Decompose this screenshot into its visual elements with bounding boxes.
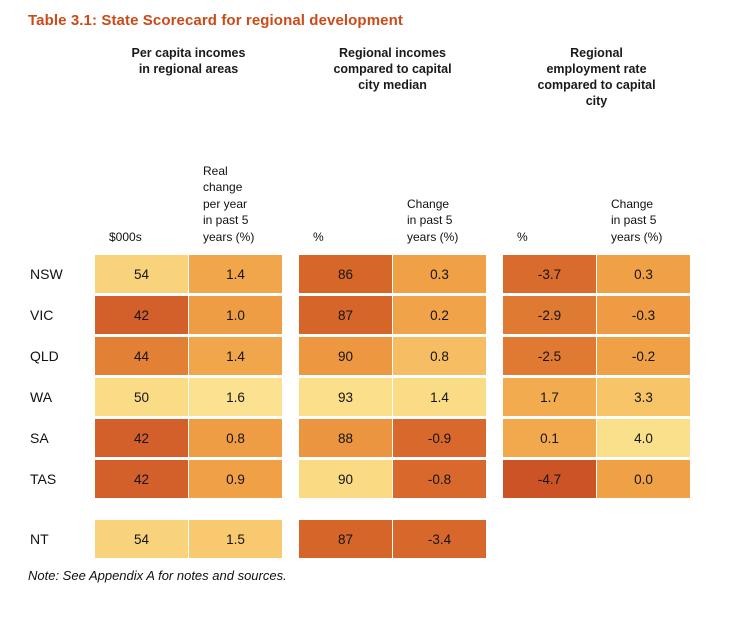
heatmap-cell: 88 — [299, 419, 392, 457]
heatmap-cell: 0.8 — [393, 337, 486, 375]
heatmap-cell: 50 — [95, 378, 188, 416]
row-label: QLD — [30, 348, 59, 364]
col-header-thousands: $000s — [109, 229, 142, 244]
sub-header-row: $000s Real change per year in past 5 yea… — [28, 149, 754, 245]
col-header-percent-employment: % — [517, 229, 528, 244]
heatmap-cell: 93 — [299, 378, 392, 416]
heatmap-cell: -0.9 — [393, 419, 486, 457]
group-header-regional-incomes: Regional incomes compared to capital cit… — [333, 46, 452, 92]
heatmap-cell: 1.5 — [189, 520, 282, 558]
table-row: QLD 44 1.4 90 0.8 -2.5 -0.2 — [28, 337, 754, 375]
table-row: SA 42 0.8 88 -0.9 0.1 4.0 — [28, 419, 754, 457]
heatmap-cell: 0.3 — [393, 255, 486, 293]
row-label: TAS — [30, 471, 57, 487]
heatmap-cell: -3.4 — [393, 520, 486, 558]
col-header-change-incomes: Change in past 5 years (%) — [407, 196, 459, 244]
table-row: NT 54 1.5 87 -3.4 — [28, 520, 754, 558]
heatmap-cell: -3.7 — [503, 255, 596, 293]
heatmap-cell: 1.4 — [393, 378, 486, 416]
heatmap-cell: 90 — [299, 460, 392, 498]
col-header-change-employment: Change in past 5 years (%) — [611, 196, 663, 244]
row-label: NT — [30, 531, 49, 547]
heatmap-cell: 0.3 — [597, 255, 690, 293]
row-label: SA — [30, 430, 49, 446]
heatmap-cell: 54 — [95, 520, 188, 558]
table-row: NSW 54 1.4 86 0.3 -3.7 0.3 — [28, 255, 754, 293]
table-body: NSW 54 1.4 86 0.3 -3.7 0.3 VIC 42 1.0 87 0.2 -2.9 -0.… — [28, 255, 754, 558]
heatmap-cell: 42 — [95, 460, 188, 498]
table-row: TAS 42 0.9 90 -0.8 -4.7 0.0 — [28, 460, 754, 498]
group-header-regional-employment: Regional employment rate compared to cap… — [537, 46, 656, 108]
table-title: Table 3.1: State Scorecard for regional … — [28, 12, 403, 29]
col-header-real-change: Real change per year in past 5 years (%) — [203, 163, 255, 244]
heatmap-cell: 0.2 — [393, 296, 486, 334]
table-row: VIC 42 1.0 87 0.2 -2.9 -0.3 — [28, 296, 754, 334]
heatmap-cell: 86 — [299, 255, 392, 293]
heatmap-cell: 0.8 — [189, 419, 282, 457]
table-note: Note: See Appendix A for notes and sourc… — [28, 568, 287, 583]
row-label: VIC — [30, 307, 54, 323]
heatmap-cell: 87 — [299, 296, 392, 334]
empty-cell — [597, 520, 690, 558]
heatmap-cell: -4.7 — [503, 460, 596, 498]
row-label: NSW — [30, 266, 63, 282]
heatmap-cell: 1.0 — [189, 296, 282, 334]
group-header-per-capita-incomes: Per capita incomes in regional areas — [131, 46, 246, 76]
empty-cell — [503, 520, 596, 558]
row-label: WA — [30, 389, 53, 405]
heatmap-cell: -0.3 — [597, 296, 690, 334]
heatmap-cell: 90 — [299, 337, 392, 375]
col-header-percent-incomes: % — [313, 229, 324, 244]
heatmap-cell: 0.9 — [189, 460, 282, 498]
heatmap-cell: -0.2 — [597, 337, 690, 375]
heatmap-cell: 54 — [95, 255, 188, 293]
group-header-row: Per capita incomes in regional areas Reg… — [28, 45, 754, 109]
heatmap-cell: 42 — [95, 419, 188, 457]
heatmap-cell: 1.4 — [189, 337, 282, 375]
heatmap-cell: 0.1 — [503, 419, 596, 457]
heatmap-cell: 1.4 — [189, 255, 282, 293]
heatmap-cell: 0.0 — [597, 460, 690, 498]
heatmap-cell: 1.7 — [503, 378, 596, 416]
heatmap-cell: 44 — [95, 337, 188, 375]
heatmap-cell: 4.0 — [597, 419, 690, 457]
heatmap-cell: 1.6 — [189, 378, 282, 416]
heatmap-cell: -0.8 — [393, 460, 486, 498]
heatmap-cell: 87 — [299, 520, 392, 558]
heatmap-cell: 3.3 — [597, 378, 690, 416]
heatmap-cell: 42 — [95, 296, 188, 334]
row-label-spacer — [28, 45, 95, 109]
heatmap-cell: -2.9 — [503, 296, 596, 334]
heatmap-cell: -2.5 — [503, 337, 596, 375]
table-row: WA 50 1.6 93 1.4 1.7 3.3 — [28, 378, 754, 416]
